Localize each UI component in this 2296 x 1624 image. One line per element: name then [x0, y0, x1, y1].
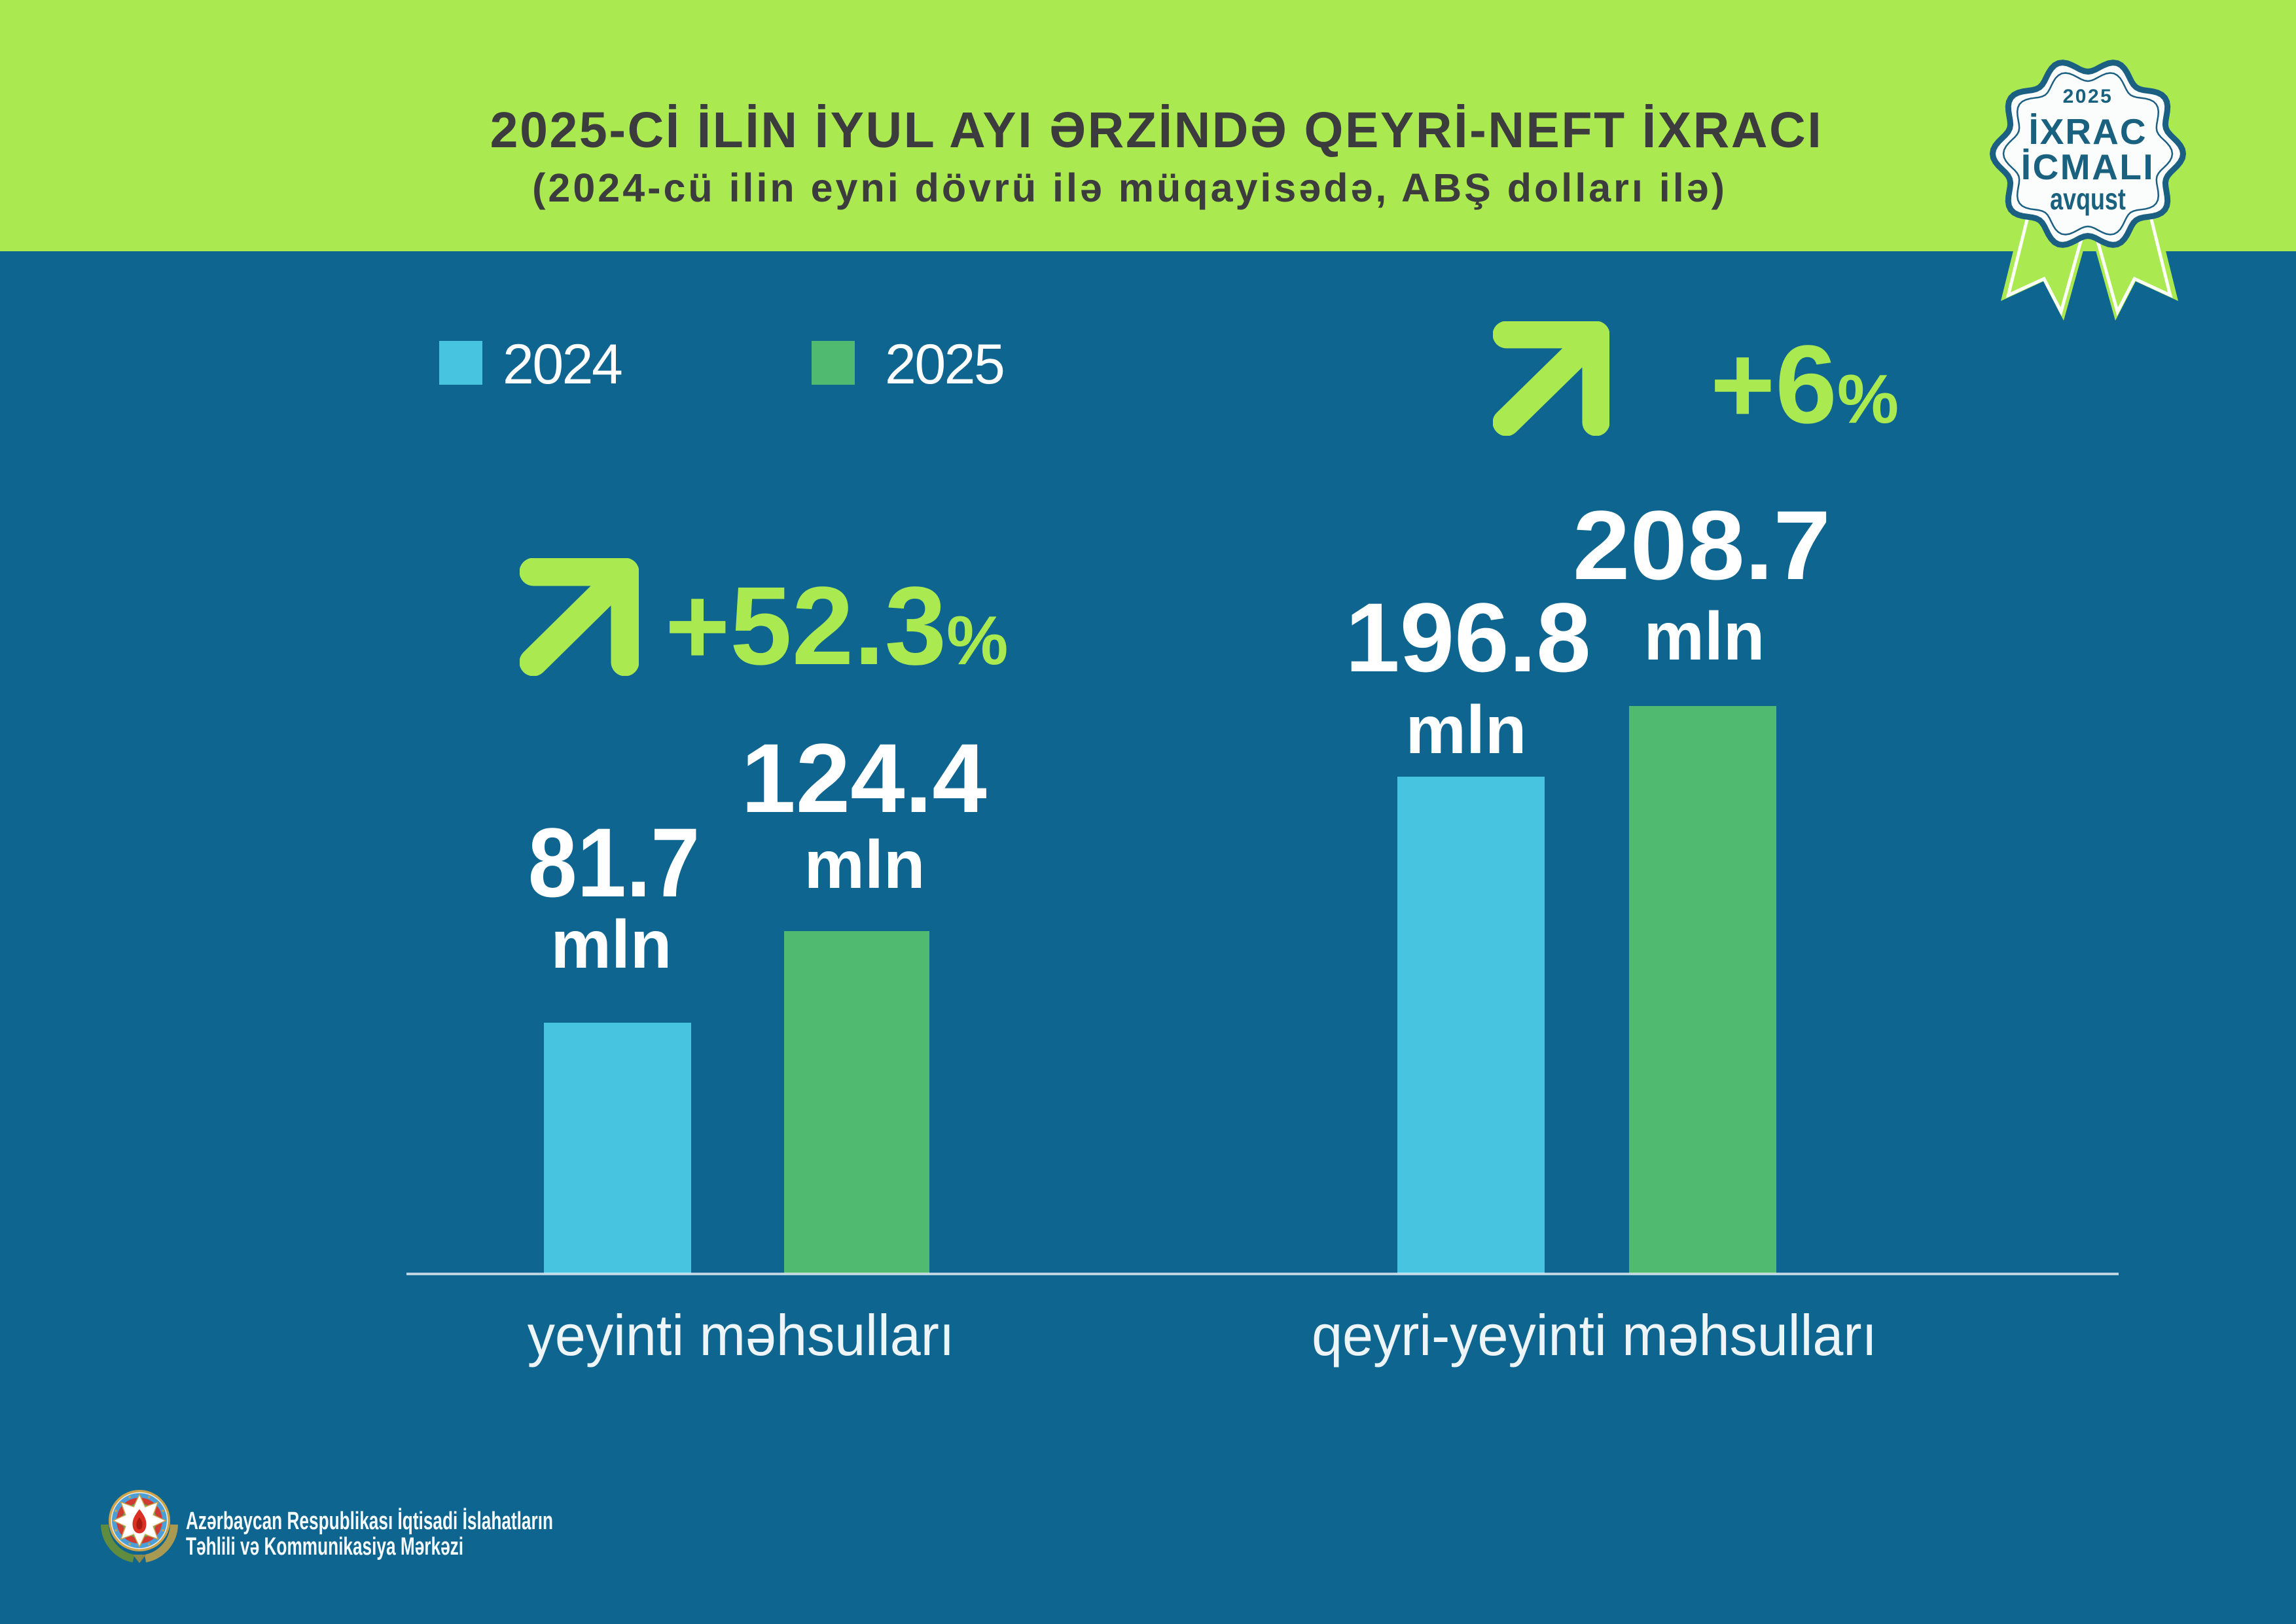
svg-text:2025: 2025 [2063, 86, 2113, 107]
svg-text:İCMALI: İCMALI [2021, 147, 2155, 187]
svg-text:avqust: avqust [2050, 183, 2126, 216]
svg-text:İXRAC: İXRAC [2028, 111, 2147, 152]
